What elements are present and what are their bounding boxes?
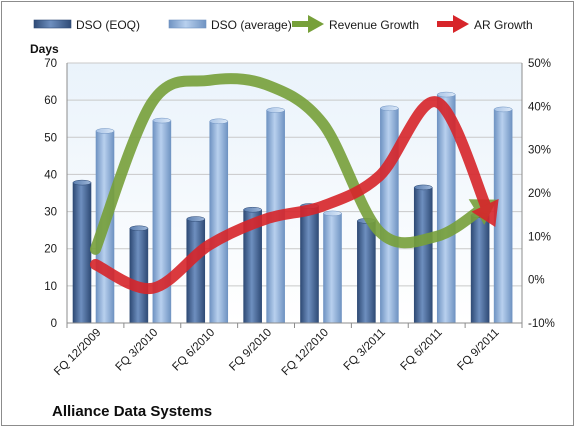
- y-tick-label-0: 0: [51, 318, 57, 330]
- bar-dso-average-top-5: [380, 105, 399, 112]
- bar-dso-eoq-2: [186, 216, 206, 324]
- bar-dso-average-4: [323, 210, 342, 324]
- bar-dso-average-top-1: [152, 117, 172, 124]
- y-tick-label-1: 10: [44, 281, 57, 293]
- legend-swatch-dso-eoq: [33, 19, 72, 29]
- bar-dso-eoq-front-1: [129, 227, 149, 324]
- bar-dso-average-top-3: [266, 107, 285, 113]
- bar-dso-eoq-6: [413, 184, 433, 324]
- y-axis-ticks: 0 10 20 30 40 50 60 70: [44, 58, 57, 330]
- y2-tick-label-0: -10%: [528, 318, 555, 330]
- bar-dso-average-top-4: [323, 210, 342, 217]
- bar-dso-average-6: [436, 91, 456, 324]
- line-path-revenue-growth: [89, 73, 488, 255]
- growth-lines: [89, 73, 499, 295]
- y2-tick-label-2: 10%: [528, 231, 551, 243]
- bar-dso-eoq-front-2: [186, 218, 206, 324]
- x-tick-label-7: FQ 9/2011: [455, 327, 501, 373]
- legend-item-ar-growth: AR Growth: [437, 15, 533, 33]
- y2-tick-label-1: 0%: [528, 275, 545, 287]
- legend-item-revenue-growth: Revenue Growth: [292, 15, 419, 33]
- bar-dso-eoq-3: [243, 206, 262, 324]
- legend-label-dso-average: DSO (average): [211, 18, 292, 32]
- x-tick-label-4: FQ 12/2010: [280, 327, 331, 378]
- bar-dso-eoq-7: [470, 212, 490, 324]
- bar-dso-eoq-5: [357, 218, 376, 324]
- bar-dso-average-front-7: [493, 109, 513, 324]
- y2-axis-ticks: -10% 0% 10% 20% 30% 40% 50%: [528, 58, 555, 330]
- bar-dso-eoq-front-0: [72, 182, 92, 324]
- y-tick-label-4: 40: [44, 169, 57, 181]
- x-axis-ticks: FQ 12/2009 FQ 3/2010 FQ 6/2010 FQ 9/2010 FQ …: [52, 327, 502, 378]
- bar-dso-eoq-front-5: [357, 220, 376, 324]
- y-tick-label-5: 50: [44, 132, 57, 144]
- arrowhead-ar-growth: [471, 198, 499, 227]
- bar-dso-average-1: [152, 117, 172, 324]
- bar-dso-average-front-2: [209, 121, 229, 324]
- line-path-ar-growth: [89, 96, 494, 295]
- x-tick-label-5: FQ 3/2011: [342, 327, 388, 373]
- legend-swatch-dso-average: [168, 19, 207, 29]
- bar-dso-eoq-top-1: [129, 225, 149, 232]
- y2-tick-label-5: 40%: [528, 101, 551, 113]
- y-tick-label-2: 20: [44, 244, 57, 256]
- y2-tick-label-4: 30%: [528, 145, 551, 157]
- bar-dso-eoq-top-3: [243, 206, 262, 213]
- legend-arrow-ar-growth: [437, 15, 469, 33]
- bar-dso-average-front-5: [380, 108, 399, 324]
- x-tick-label-2: FQ 6/2010: [170, 327, 217, 374]
- bar-dso-average-front-4: [323, 213, 342, 324]
- bar-dso-average-top-0: [95, 128, 115, 134]
- chart-title: Alliance Data Systems: [52, 403, 212, 420]
- bar-dso-eoq-top-0: [72, 179, 92, 186]
- legend: DSO (EOQ) DSO (average) Revenue Growth A…: [33, 15, 533, 33]
- x-tick-label-3: FQ 9/2010: [227, 327, 274, 374]
- y-tick-label-7: 70: [44, 58, 57, 70]
- y2-tick-label-6: 50%: [528, 58, 551, 70]
- bar-dso-eoq-1: [129, 225, 149, 324]
- legend-label-dso-eoq: DSO (EOQ): [76, 18, 140, 32]
- bar-dso-average-5: [380, 105, 399, 324]
- legend-label-revenue-growth: Revenue Growth: [329, 18, 419, 32]
- y-tick-label-3: 30: [44, 207, 57, 219]
- bar-dso-average-7: [493, 106, 513, 324]
- bar-dso-eoq-top-2: [186, 216, 205, 222]
- legend-label-ar-growth: AR Growth: [474, 18, 533, 32]
- bar-dso-eoq-4: [300, 203, 319, 324]
- legend-item-dso-average: DSO (average): [168, 18, 292, 32]
- axes: [66, 63, 523, 328]
- bar-dso-eoq-front-7: [470, 214, 490, 324]
- x-tick-label-0: FQ 12/2009: [52, 327, 103, 378]
- bar-dso-eoq-front-6: [413, 187, 433, 324]
- bar-dso-average-2: [209, 118, 229, 324]
- bar-dso-average-top-7: [493, 106, 513, 113]
- y-tick-label-6: 60: [44, 95, 57, 107]
- bar-dso-eoq-0: [72, 179, 92, 324]
- y2-tick-label-3: 20%: [528, 188, 551, 200]
- bar-dso-eoq-top-6: [414, 184, 433, 191]
- y-axis-title: Days: [30, 42, 59, 56]
- bar-dso-average-top-6: [437, 91, 456, 98]
- legend-item-dso-eoq: DSO (EOQ): [33, 18, 140, 32]
- line-ar-growth: [89, 96, 499, 295]
- x-tick-label-1: FQ 3/2010: [114, 327, 161, 374]
- x-tick-label-6: FQ 6/2011: [398, 327, 444, 373]
- bar-dso-average-top-2: [209, 118, 228, 125]
- bar-dso-eoq-front-4: [300, 205, 319, 324]
- legend-arrow-revenue-growth: [292, 15, 324, 33]
